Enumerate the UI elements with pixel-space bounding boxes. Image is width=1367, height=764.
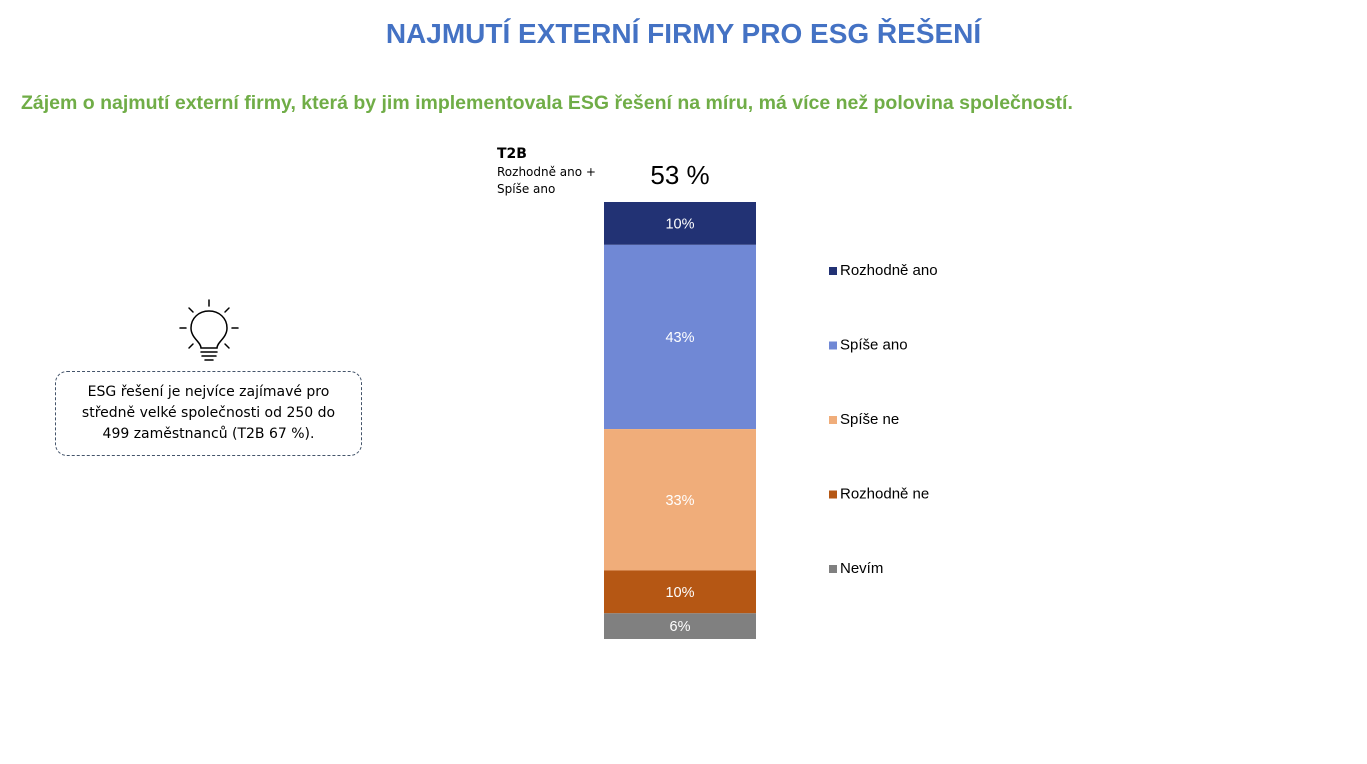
page-subtitle: Zájem o najmutí externí firmy, která by … [21, 92, 1073, 114]
bar-segment-1 [604, 202, 756, 245]
bar-data-label-3: 33% [665, 493, 694, 509]
bar-data-label-1: 10% [665, 216, 694, 232]
bar-segment-2 [604, 244, 756, 430]
bar-data-label-2: 43% [665, 330, 694, 346]
legend-label-3: Spíše ne [840, 411, 899, 428]
legend-label-5: Nevím [840, 560, 883, 577]
t2b-label: T2B [497, 146, 527, 162]
bar-segment-5 [604, 613, 756, 639]
bar-segment-3 [604, 429, 756, 571]
t2b-value: 53 % [650, 160, 710, 190]
legend-swatch-1 [829, 267, 837, 275]
legend-label-1: Rozhodně ano [840, 262, 938, 279]
lightbulb-icon [179, 299, 239, 361]
t2b-description: Rozhodně ano + Spíše ano [497, 165, 596, 196]
legend-swatch-3 [829, 416, 837, 424]
legend-swatch-4 [829, 490, 837, 499]
page-title: NAJMUTÍ EXTERNÍ FIRMY PRO ESG ŘEŠENÍ [385, 18, 982, 49]
legend-label-2: Spíše ano [840, 337, 908, 354]
legend-label-4: Rozhodně ne [840, 486, 929, 503]
insight-callout: ESG řešení je nejvíce zajímavé pro střed… [55, 371, 362, 456]
bar-segment-4 [604, 570, 756, 614]
legend-swatch-2 [829, 341, 837, 350]
bar-data-label-4: 10% [665, 585, 694, 601]
legend-swatch-5 [829, 565, 837, 573]
bar-data-label-5: 6% [670, 619, 691, 635]
